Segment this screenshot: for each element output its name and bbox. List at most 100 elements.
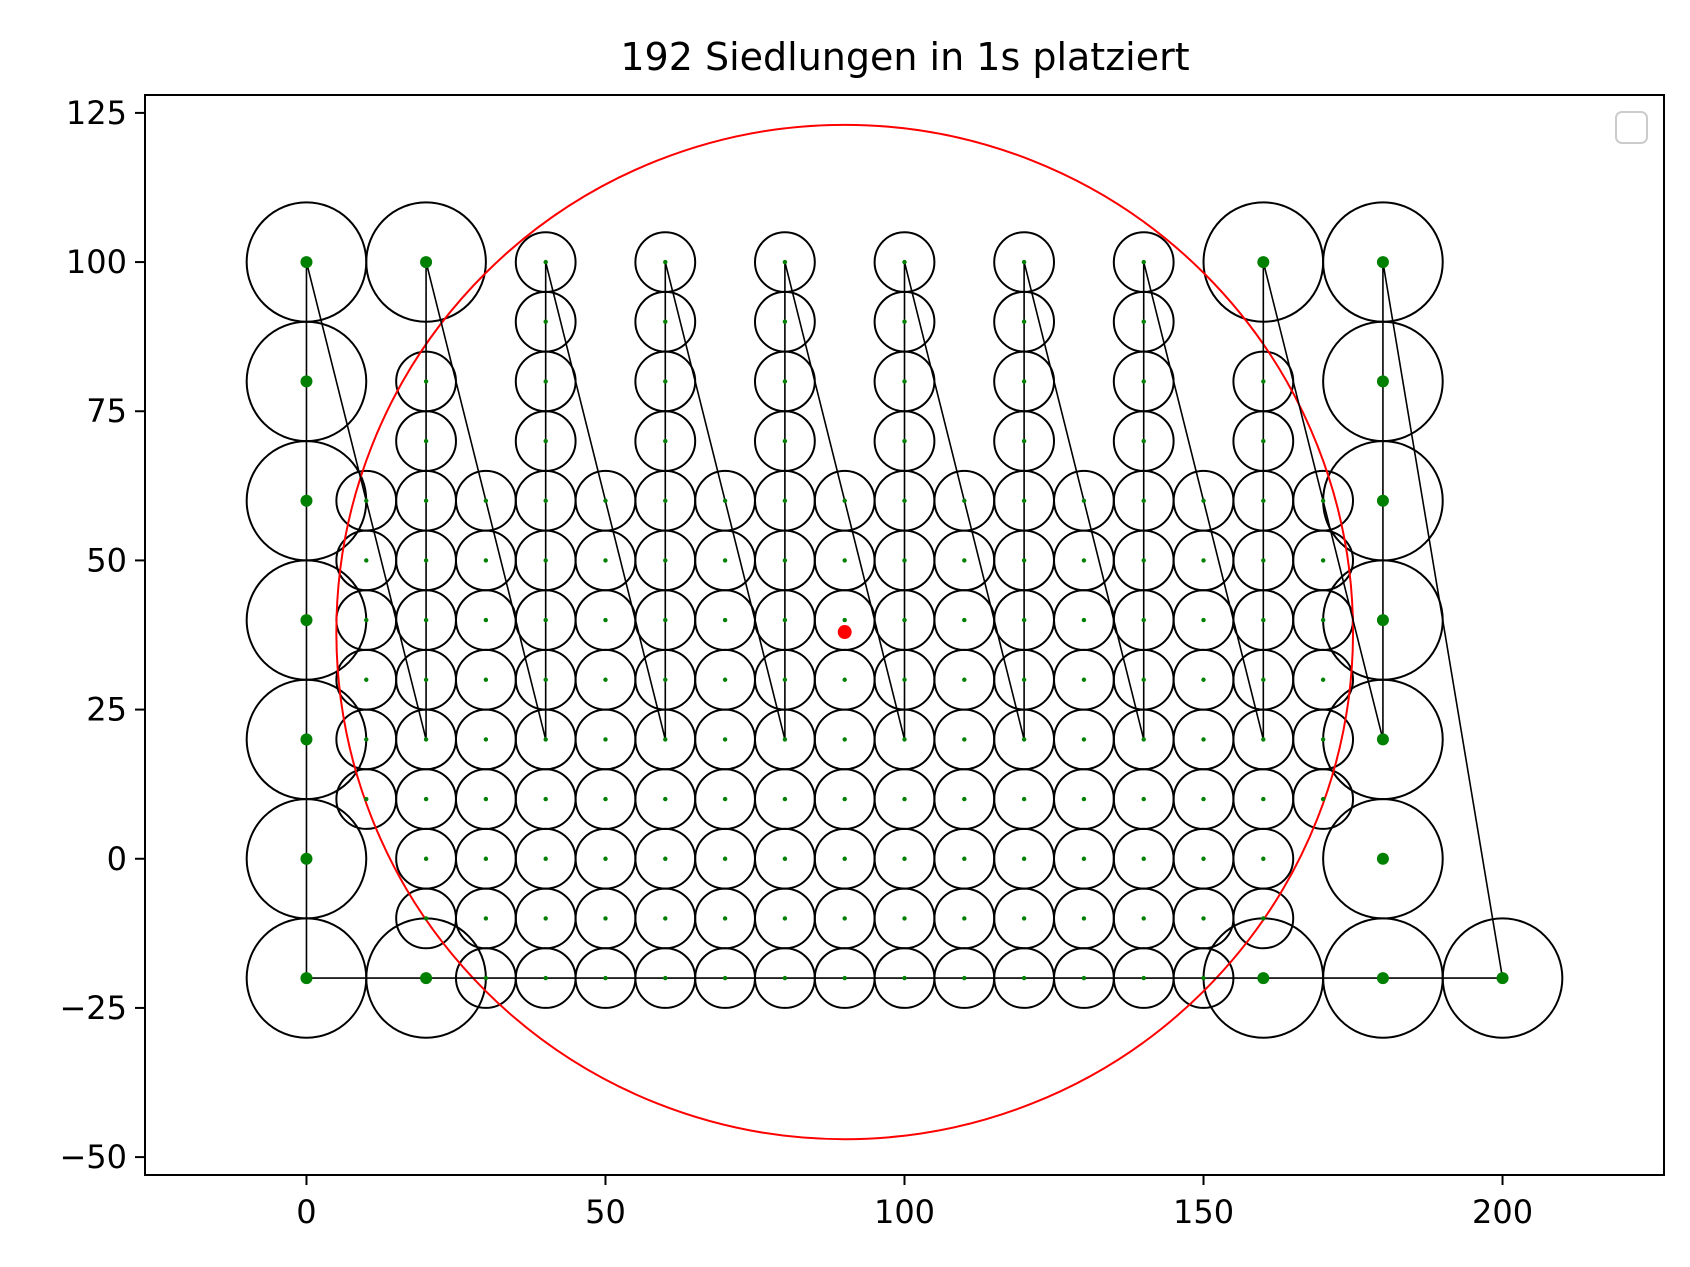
settlement-point-small	[1320, 617, 1326, 623]
settlement-point-large	[300, 256, 313, 269]
settlement-point-small	[782, 796, 788, 802]
settlement-point-small	[663, 558, 668, 563]
settlement-point-large	[1257, 972, 1270, 985]
settlement-point-small	[1081, 796, 1087, 802]
settlement-point-small	[1141, 916, 1146, 921]
settlement-point-large	[420, 256, 433, 269]
settlement-point-small	[1261, 796, 1266, 802]
settlement-point-small	[1021, 438, 1027, 444]
settlement-point-small	[782, 617, 788, 623]
x-axis: 0 50 100 150 200	[296, 1175, 1533, 1231]
settlement-point-small	[1261, 737, 1266, 742]
settlement-point-small	[902, 856, 907, 861]
settlement-point-small	[842, 617, 847, 623]
settlement-point-small	[543, 558, 548, 563]
settlement-point-small	[1261, 498, 1266, 503]
settlement-point-small	[902, 617, 907, 623]
x-tick-label: 200	[1472, 1193, 1533, 1231]
settlement-point-small	[543, 796, 548, 802]
settlement-point-small	[1201, 856, 1206, 861]
y-tick-label: 0	[107, 840, 127, 878]
settlement-point-small	[543, 677, 548, 682]
x-tick-label: 0	[296, 1193, 316, 1231]
x-tick-label: 50	[585, 1193, 626, 1231]
settlement-point-small	[1021, 677, 1027, 682]
settlement-point-small	[1081, 617, 1087, 623]
settlement-point-small	[483, 737, 489, 742]
settlement-point-small	[663, 677, 668, 682]
settlement-point-small	[1021, 259, 1027, 265]
settlement-point-small	[1081, 975, 1087, 981]
settlement-point-small	[1021, 558, 1027, 563]
settlement-point-small	[962, 677, 967, 682]
settlement-point-small	[722, 975, 728, 981]
settlement-point-small	[1141, 975, 1146, 981]
settlement-circle-small	[1292, 768, 1355, 830]
bounding-circle	[335, 123, 1355, 1141]
settlement-point-small	[364, 737, 369, 742]
settlement-point-large	[420, 972, 433, 985]
chart-title: 192 Siedlungen in 1s platziert	[620, 35, 1189, 79]
settlement-point-small	[722, 558, 728, 563]
y-tick-label: 25	[86, 691, 127, 729]
settlement-point-small	[364, 677, 369, 682]
settlement-point-small	[423, 617, 429, 623]
y-tick-label: 125	[66, 94, 127, 132]
settlement-point-small	[1201, 916, 1206, 921]
y-tick-label: 50	[86, 541, 127, 579]
settlement-point-small	[962, 975, 967, 981]
settlement-point-small	[1320, 558, 1326, 563]
legend-box	[1615, 111, 1648, 144]
settlement-point-small	[543, 259, 548, 265]
settlement-point-small	[663, 259, 668, 265]
settlement-point-small	[1261, 558, 1266, 563]
y-tick-label: 100	[66, 243, 127, 281]
settlement-point-small	[842, 856, 847, 861]
settlement-point-small	[1081, 916, 1087, 921]
settlement-point-small	[603, 796, 608, 802]
settlement-point-small	[902, 259, 907, 265]
settlement-point-small	[1201, 975, 1206, 981]
settlement-point-small	[663, 856, 668, 861]
settlement-point-large	[300, 733, 313, 746]
settlement-point-small	[1261, 856, 1266, 861]
settlement-point-small	[483, 975, 489, 981]
settlement-point-large	[300, 852, 313, 865]
settlement-point-small	[483, 796, 489, 802]
settlement-point-small	[1320, 498, 1326, 503]
settlement-point-small	[423, 796, 429, 802]
settlement-point-small	[1141, 617, 1146, 623]
settlement-point-small	[1201, 617, 1206, 623]
settlement-point-small	[722, 856, 728, 861]
settlement-point-small	[1261, 617, 1266, 623]
settlement-point-small	[483, 856, 489, 861]
settlement-point-small	[1141, 319, 1146, 324]
settlement-point-small	[603, 498, 608, 503]
settlement-point-small	[663, 438, 668, 444]
settlement-point-large	[1376, 972, 1389, 985]
settlement-point-small	[1021, 796, 1027, 802]
settlement-point-small	[1081, 558, 1087, 563]
settlement-point-small	[1141, 737, 1146, 742]
settlement-point-small	[603, 975, 608, 981]
settlement-point-small	[782, 975, 788, 981]
settlement-point-small	[364, 498, 369, 503]
settlement-point-small	[722, 677, 728, 682]
settlement-point-small	[722, 916, 728, 921]
settlement-point-small	[1021, 319, 1027, 324]
settlement-point-small	[663, 498, 668, 503]
settlement-point-small	[782, 438, 788, 444]
settlement-point-small	[603, 737, 608, 742]
settlement-point-small	[1081, 737, 1087, 742]
settlement-point-small	[543, 737, 548, 742]
settlement-point-small	[1261, 677, 1266, 682]
settlement-point-small	[543, 379, 548, 384]
settlement-point-small	[1021, 856, 1027, 861]
plot-area	[245, 123, 1564, 1141]
settlement-point-small	[842, 796, 847, 802]
settlement-point-small	[842, 498, 847, 503]
settlement-point-small	[1320, 677, 1326, 682]
settlement-point-small	[1261, 438, 1266, 444]
settlement-point-large	[1257, 256, 1270, 269]
settlement-point-small	[722, 498, 728, 503]
